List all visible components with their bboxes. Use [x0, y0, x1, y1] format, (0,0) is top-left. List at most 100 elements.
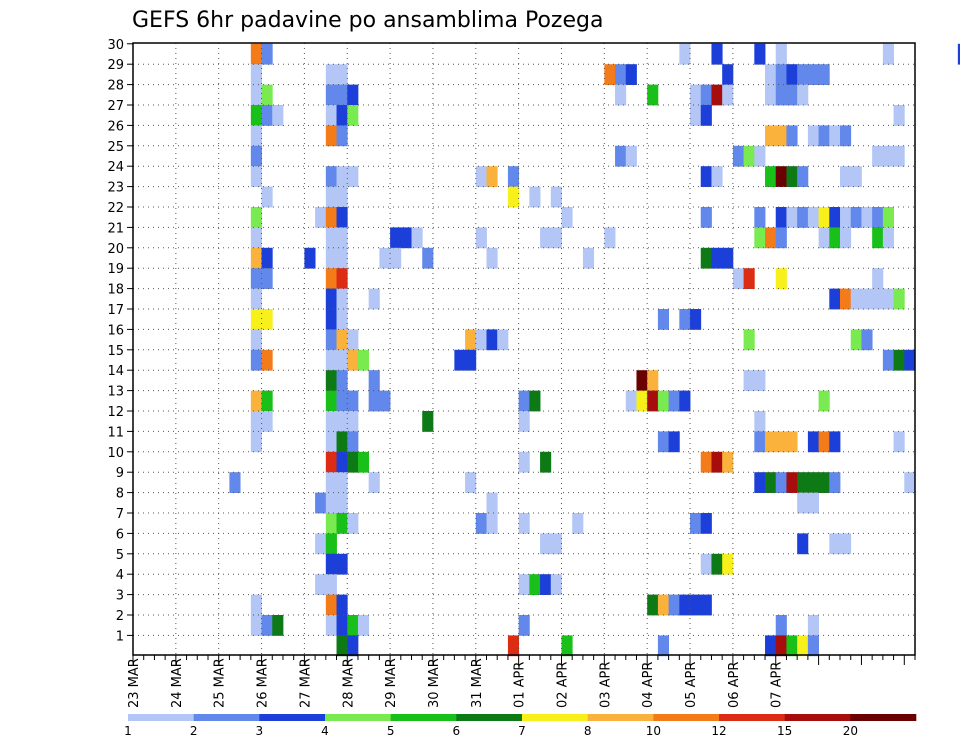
- heatmap-cell: [786, 472, 798, 493]
- heatmap-cell: [765, 635, 777, 657]
- heatmap-cell: [336, 513, 348, 534]
- y-tick-label: 16: [107, 323, 124, 338]
- heatmap-cell: [336, 451, 348, 473]
- heatmap-cell: [872, 207, 884, 228]
- heatmap-cell: [325, 370, 337, 391]
- heatmap-cell: [647, 84, 659, 106]
- heatmap-cell: [872, 288, 884, 310]
- heatmap-cell: [486, 247, 498, 269]
- heatmap-cell: [390, 247, 402, 269]
- heatmap-cell: [700, 84, 712, 106]
- heatmap-cell: [700, 451, 712, 473]
- heatmap-cell: [315, 492, 327, 514]
- heatmap-cell: [786, 166, 798, 187]
- heatmap-cell: [540, 533, 552, 555]
- heatmap-cell: [615, 84, 627, 106]
- heatmap-cell: [732, 145, 744, 167]
- heatmap-cell: [775, 472, 787, 493]
- heatmap-cell: [829, 227, 841, 249]
- heatmap-cell: [336, 635, 348, 657]
- heatmap-cell: [647, 370, 659, 391]
- heatmap-cell: [700, 247, 712, 269]
- heatmap-cell: [797, 635, 809, 657]
- heatmap-cell: [261, 615, 273, 636]
- heatmap-cell: [657, 594, 670, 616]
- heatmap-cell: [325, 105, 337, 126]
- heatmap-cell: [325, 166, 337, 187]
- y-tick-label: 7: [116, 507, 124, 522]
- heatmap-cell: [325, 268, 337, 289]
- heatmap-cell: [711, 43, 723, 65]
- heatmap-cell: [829, 472, 841, 493]
- heatmap-cell: [347, 635, 359, 657]
- heatmap-cell: [657, 431, 670, 453]
- colorbar-swatch: [259, 714, 326, 721]
- heatmap-cell: [261, 247, 273, 269]
- y-tick-label: 22: [107, 201, 124, 216]
- heatmap-cell: [690, 513, 702, 534]
- heatmap-cell: [325, 390, 337, 412]
- heatmap-cell: [818, 390, 830, 412]
- heatmap-cell: [850, 329, 862, 351]
- heatmap-cell: [775, 207, 787, 228]
- heatmap-cell: [786, 84, 798, 106]
- heatmap-cell: [797, 207, 809, 228]
- colorbar-swatch: [128, 714, 194, 721]
- heatmap-cell: [668, 594, 680, 616]
- heatmap-cell: [657, 390, 670, 412]
- heatmap-cell: [690, 84, 702, 106]
- colorbar-swatch: [325, 714, 391, 721]
- heatmap-cell: [250, 309, 262, 330]
- heatmap-cell: [754, 411, 766, 432]
- heatmap-cell: [325, 288, 337, 310]
- heatmap-cell: [465, 472, 477, 493]
- heatmap-cell: [325, 594, 337, 616]
- heatmap-cell: [272, 615, 284, 636]
- heatmap-cell: [722, 247, 734, 269]
- heatmap-cell: [775, 125, 787, 147]
- heatmap-cell: [250, 594, 262, 616]
- heatmap-cell: [700, 105, 712, 126]
- heatmap-cell: [807, 635, 819, 657]
- heatmap-cell: [315, 533, 327, 555]
- colorbar-label: 6: [453, 724, 461, 738]
- heatmap-cell: [465, 329, 477, 351]
- heatmap-cell: [325, 349, 337, 371]
- heatmap-cell: [475, 166, 487, 187]
- heatmap-cell: [325, 186, 337, 208]
- heatmap-cell: [550, 574, 562, 595]
- y-tick-label: 19: [107, 262, 124, 277]
- heatmap-cell: [657, 309, 670, 330]
- heatmap-cell: [325, 513, 337, 534]
- heatmap-cell: [743, 370, 755, 391]
- heatmap-cell: [797, 472, 809, 493]
- heatmap-cell: [786, 635, 798, 657]
- heatmap-cell: [861, 207, 873, 228]
- y-tick-label: 3: [116, 589, 124, 604]
- heatmap-cell: [872, 145, 884, 167]
- heatmap-cell: [615, 145, 627, 167]
- heatmap-cell: [379, 390, 391, 412]
- heatmap-cell: [336, 472, 348, 493]
- heatmap-cell: [797, 166, 809, 187]
- heatmap-cell: [336, 370, 348, 391]
- colorbar-swatch: [784, 714, 851, 721]
- heatmap-cell: [518, 390, 530, 412]
- x-tick-label: 27 MAR: [298, 658, 313, 708]
- heatmap-cell: [604, 227, 616, 249]
- heatmap-cell: [250, 390, 262, 412]
- colorbar-label: 3: [256, 724, 264, 738]
- heatmap-cell: [754, 431, 766, 453]
- heatmap-cell: [518, 574, 530, 595]
- heatmap-cell: [540, 574, 552, 595]
- heatmap-cell: [797, 492, 809, 514]
- heatmap-cell: [497, 329, 509, 351]
- heatmap-cell: [250, 125, 262, 147]
- heatmap-cell: [390, 227, 402, 249]
- heatmap-cell: [807, 431, 819, 453]
- heatmap-cell: [347, 513, 359, 534]
- heatmap-cell: [325, 207, 337, 228]
- heatmap-cell: [347, 390, 359, 412]
- x-tick-label: 03 APR: [598, 662, 613, 708]
- heatmap-cell: [325, 64, 337, 85]
